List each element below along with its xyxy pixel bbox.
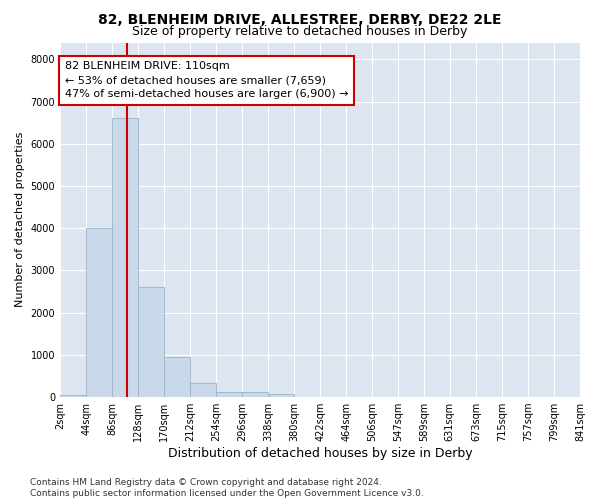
Bar [139, 288, 164, 397]
Text: Size of property relative to detached houses in Derby: Size of property relative to detached ho… [133, 25, 467, 38]
Bar [86, 228, 112, 397]
Bar [269, 394, 294, 397]
Text: 82 BLENHEIM DRIVE: 110sqm
← 53% of detached houses are smaller (7,659)
47% of se: 82 BLENHEIM DRIVE: 110sqm ← 53% of detac… [65, 62, 349, 100]
Bar [242, 392, 268, 397]
Bar [190, 383, 216, 397]
Y-axis label: Number of detached properties: Number of detached properties [15, 132, 25, 308]
Bar [217, 392, 242, 397]
Bar [164, 357, 190, 397]
Text: Contains HM Land Registry data © Crown copyright and database right 2024.
Contai: Contains HM Land Registry data © Crown c… [30, 478, 424, 498]
Text: 82, BLENHEIM DRIVE, ALLESTREE, DERBY, DE22 2LE: 82, BLENHEIM DRIVE, ALLESTREE, DERBY, DE… [98, 12, 502, 26]
Bar [112, 118, 138, 397]
Bar [60, 395, 86, 397]
X-axis label: Distribution of detached houses by size in Derby: Distribution of detached houses by size … [168, 447, 472, 460]
